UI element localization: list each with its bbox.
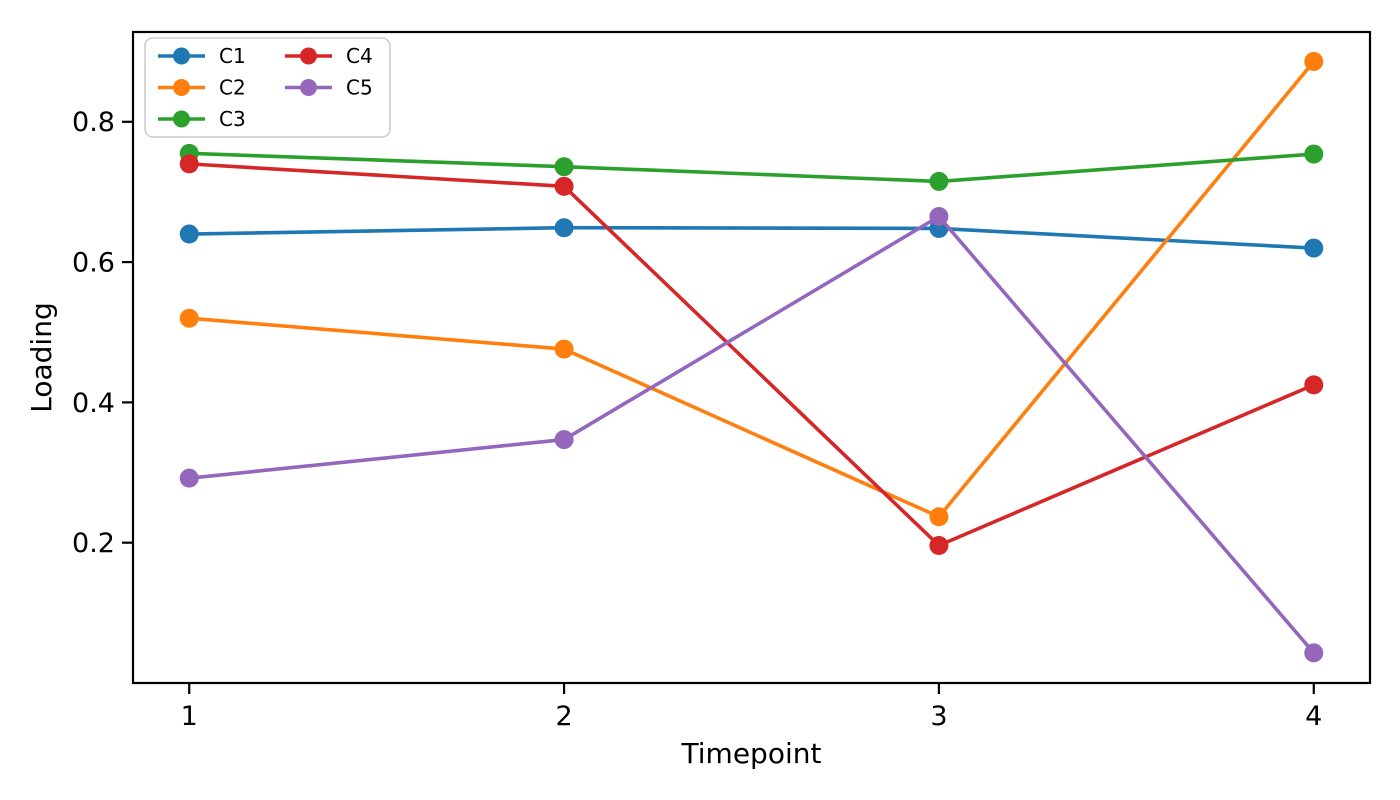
series-marker-C1: [1304, 238, 1324, 258]
x-tick-label: 3: [930, 701, 947, 732]
series-marker-C4: [179, 154, 199, 174]
legend-label-C1: C1: [219, 44, 246, 68]
series-marker-C4: [554, 176, 574, 196]
series-line-C2: [189, 60, 1316, 519]
series-marker-C2: [554, 339, 574, 359]
legend-marker-C5: [300, 79, 317, 96]
series-marker-C2: [179, 308, 199, 328]
series-marker-C1: [554, 218, 574, 238]
legend-marker-C1: [173, 47, 190, 65]
series-marker-C5: [1304, 643, 1324, 663]
plot-area: [133, 32, 1370, 683]
legend-label-C3: C3: [219, 107, 246, 131]
x-tick-label: 1: [181, 701, 198, 732]
series-marker-C4: [929, 536, 949, 556]
series-line-C4: [189, 162, 1315, 548]
series-marker-C2: [929, 507, 949, 527]
legend-marker-C2: [173, 79, 190, 96]
series-marker-C5: [929, 206, 949, 226]
legend-marker-C3: [173, 110, 190, 128]
series-marker-C5: [179, 468, 199, 488]
series-marker-C2: [1304, 51, 1324, 71]
y-tick-label: 0.6: [72, 248, 115, 279]
legend-label-C5: C5: [346, 76, 373, 100]
y-tick-label: 0.8: [72, 107, 115, 138]
legend-label-C4: C4: [346, 44, 373, 68]
legend-marker-C4: [300, 47, 317, 65]
y-tick-label: 0.4: [72, 388, 115, 419]
series-line-C1: [189, 225, 1314, 250]
x-axis-label: Timepoint: [681, 737, 822, 770]
legend-label-C2: C2: [219, 76, 246, 100]
legend-box: [144, 37, 391, 138]
axes-spines: [131, 30, 1372, 685]
series-marker-C1: [179, 224, 199, 244]
series-marker-C3: [929, 171, 949, 191]
y-axis-label: Loading: [25, 302, 58, 412]
series-line-C3: [189, 151, 1314, 184]
series-marker-C3: [554, 157, 574, 177]
series-marker-C3: [1304, 144, 1324, 164]
y-tick-label: 0.2: [72, 528, 115, 559]
series-marker-C5: [554, 430, 574, 450]
x-tick-label: 2: [555, 701, 572, 732]
x-tick-label: 4: [1305, 701, 1322, 732]
series-marker-C4: [1304, 375, 1324, 395]
series-line-C5: [189, 214, 1316, 655]
